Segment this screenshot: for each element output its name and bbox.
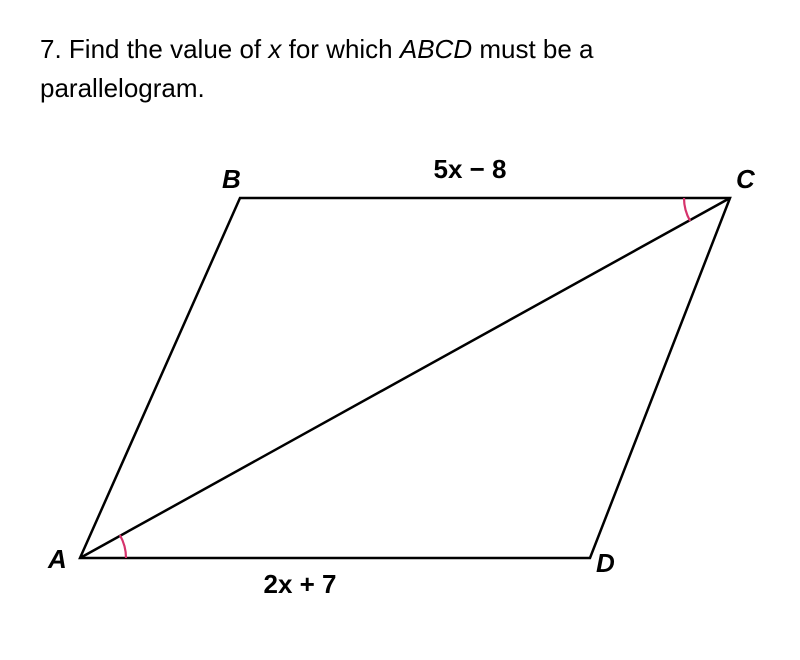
diagonal-ac [80,198,730,558]
q-shape: ABCD [400,34,472,64]
q-line2: parallelogram. [40,69,760,108]
vertex-label-b: B [222,164,241,194]
q-text-1: Find the value of [62,34,269,64]
q-var-x: x [268,34,281,64]
q-text-3: must be a [472,34,593,64]
question-text: 7. Find the value of x for which ABCD mu… [40,30,760,108]
angle-arc-a [120,535,126,558]
diagram-container: A B C D 5x − 8 2x + 7 [40,138,760,608]
side-label-ad: 2x + 7 [263,569,336,599]
vertex-label-c: C [736,164,756,194]
parallelogram-diagram: A B C D 5x − 8 2x + 7 [40,138,760,608]
angle-arc-c [684,198,690,221]
question-number: 7. [40,34,62,64]
vertex-label-d: D [596,548,615,578]
side-label-bc: 5x − 8 [433,154,506,184]
vertex-label-a: A [47,544,67,574]
q-text-2: for which [281,34,400,64]
